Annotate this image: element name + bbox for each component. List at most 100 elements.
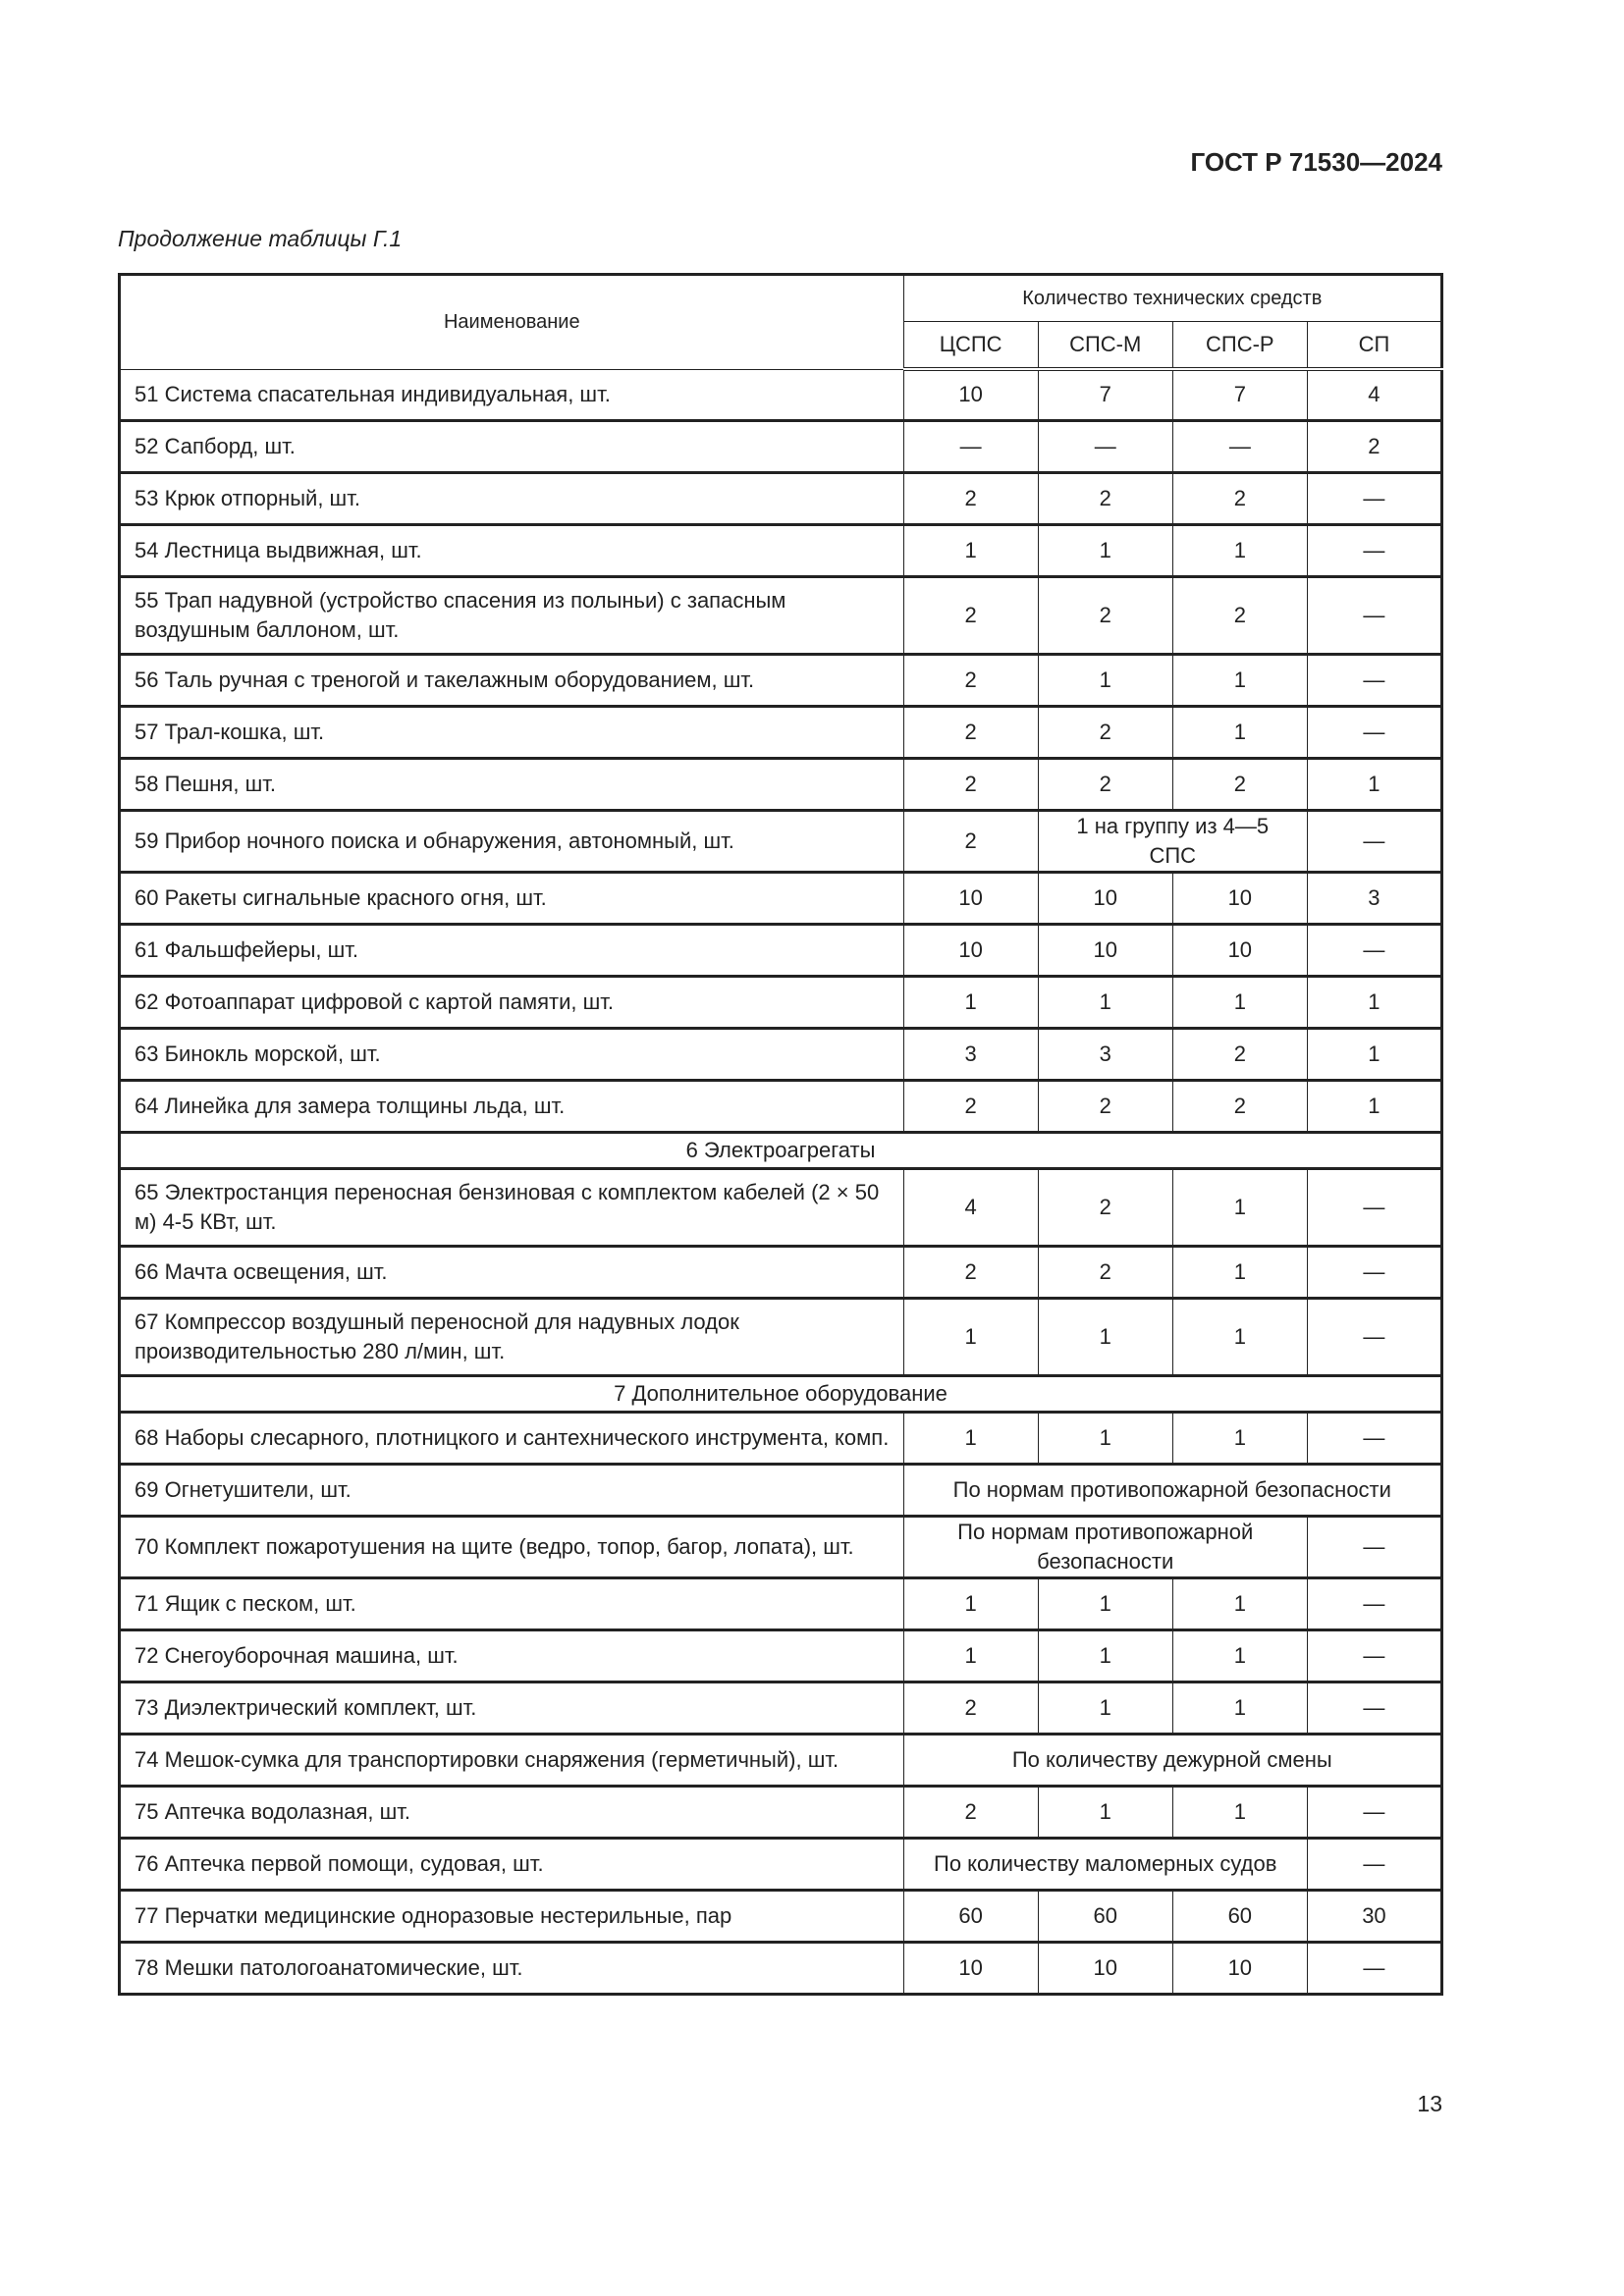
quantity-cell: 1 (1037, 1297, 1173, 1376)
item-name: 67 Компрессор воздушный переносной для н… (119, 1297, 904, 1376)
page-number: 13 (1417, 2091, 1442, 2116)
quantity-cell: — (1306, 1167, 1443, 1247)
quantity-cell: 1 (1171, 1576, 1308, 1630)
quantity-cell: 2 (1171, 1079, 1308, 1133)
table-row: 68 Наборы слесарного, плотницкого и сант… (119, 1411, 1443, 1465)
quantity-cell: 2 (902, 1079, 1039, 1133)
section-title: 6 Электроагрегаты (119, 1131, 1442, 1169)
quantity-cell: По количеству дежурной смены (902, 1733, 1443, 1787)
section-row: 7 Дополнительное оборудование (119, 1374, 1442, 1413)
table-row: 51 Система спасательная индивидуальная, … (119, 368, 1443, 421)
quantity-cell: — (1306, 705, 1443, 759)
quantity-cell: 2 (1171, 757, 1308, 811)
quantity-cell: 1 (1171, 1297, 1308, 1376)
quantity-cell: 1 (1171, 1629, 1308, 1682)
table-row: 58 Пешня, шт. 2 2 2 1 (119, 757, 1443, 811)
quantity-cell: 2 (902, 653, 1039, 707)
table-row: 63 Бинокль морской, шт. 3 3 2 1 (119, 1027, 1443, 1081)
quantity-cell: 1 (1037, 1411, 1173, 1465)
quantity-cell: 3 (1037, 1027, 1173, 1081)
quantity-cell: 1 (1306, 1079, 1443, 1133)
quantity-cell: 2 (1171, 575, 1308, 655)
quantity-cell: 1 (1037, 1681, 1173, 1735)
table-row: 60 Ракеты сигнальные красного огня, шт. 1… (119, 871, 1443, 925)
quantity-cell: 1 на группу из 4—5 СПС (1037, 809, 1308, 873)
quantity-cell: — (1306, 653, 1443, 707)
quantity-cell: 4 (1306, 368, 1443, 421)
quantity-cell: 1 (902, 1576, 1039, 1630)
header-quantity-group: Количество технических средств (902, 274, 1443, 322)
quantity-cell: 1 (1306, 975, 1443, 1029)
item-name: 64 Линейка для замера толщины льда, шт. (119, 1079, 904, 1133)
quantity-cell: 1 (902, 1297, 1039, 1376)
quantity-cell: 1 (1171, 1785, 1308, 1839)
quantity-cell: 2 (1306, 419, 1443, 473)
quantity-cell: — (1037, 419, 1173, 473)
quantity-cell: 10 (1037, 923, 1173, 977)
quantity-cell: 1 (1306, 1027, 1443, 1081)
quantity-cell: — (1306, 1411, 1443, 1465)
quantity-cell: 1 (1037, 1576, 1173, 1630)
quantity-cell: 1 (1171, 523, 1308, 577)
quantity-cell: 60 (1037, 1889, 1173, 1943)
quantity-cell: 2 (902, 471, 1039, 525)
table-row: 78 Мешки патологоанатомические, шт. 10 10 1… (119, 1941, 1443, 1995)
section-title: 7 Дополнительное оборудование (119, 1374, 1442, 1413)
item-name: 78 Мешки патологоанатомические, шт. (119, 1941, 904, 1995)
header-sps-m: СПС-М (1037, 321, 1173, 371)
quantity-cell: 1 (1037, 1785, 1173, 1839)
table-row: 66 Мачта освещения, шт. 2 2 1— (119, 1245, 1443, 1299)
item-name: 65 Электростанция переносная бензиновая … (119, 1167, 904, 1247)
quantity-cell: 10 (1171, 1941, 1308, 1995)
quantity-cell: 60 (1171, 1889, 1308, 1943)
quantity-cell: 10 (902, 1941, 1039, 1995)
section-row: 6 Электроагрегаты (119, 1131, 1442, 1169)
table-row: 74 Мешок-сумка для транспортировки снаря… (119, 1733, 1443, 1787)
table-row: 57 Трал-кошка, шт. 2 2 1— (119, 705, 1443, 759)
quantity-cell: — (1171, 419, 1308, 473)
item-name: 57 Трал-кошка, шт. (119, 705, 904, 759)
quantity-cell: 30 (1306, 1889, 1443, 1943)
item-name: 73 Диэлектрический комплект, шт. (119, 1681, 904, 1735)
item-name: 71 Ящик с песком, шт. (119, 1576, 904, 1630)
quantity-cell: 1 (1171, 705, 1308, 759)
item-name: 56 Таль ручная с треногой и такелажным о… (119, 653, 904, 707)
quantity-cell: 7 (1171, 368, 1308, 421)
item-name: 69 Огнетушители, шт. (119, 1463, 904, 1517)
quantity-cell: — (1306, 1785, 1443, 1839)
table-row: 73 Диэлектрический комплект, шт. 2 1 1— (119, 1681, 1443, 1735)
quantity-cell: 1 (902, 1411, 1039, 1465)
quantity-cell: 2 (1171, 1027, 1308, 1081)
quantity-cell: 2 (1037, 757, 1173, 811)
table-row: 72 Снегоуборочная машина, шт. 1 1 1— (119, 1629, 1443, 1682)
table-row: 53 Крюк отпорный, шт. 2 2 2— (119, 471, 1443, 525)
table-row: 67 Компрессор воздушный переносной для н… (119, 1297, 1443, 1376)
item-name: 62 Фотоаппарат цифровой с картой памяти,… (119, 975, 904, 1029)
quantity-cell: 4 (902, 1167, 1039, 1247)
table-row: 59 Прибор ночного поиска и обнаружения, … (119, 809, 1443, 873)
quantity-cell: 2 (902, 1681, 1039, 1735)
quantity-cell: — (1306, 575, 1443, 655)
quantity-cell: 2 (902, 1245, 1039, 1299)
quantity-cell: 2 (1037, 1167, 1173, 1247)
header-cspc: ЦСПС (902, 321, 1039, 371)
header-name: Наименование (119, 274, 904, 370)
quantity-cell: 1 (1171, 653, 1308, 707)
quantity-cell: 1 (1171, 1411, 1308, 1465)
item-name: 60 Ракеты сигнальные красного огня, шт. (119, 871, 904, 925)
quantity-cell: 2 (1037, 1079, 1173, 1133)
item-name: 75 Аптечка водолазная, шт. (119, 1785, 904, 1839)
quantity-cell: 1 (902, 523, 1039, 577)
quantity-cell: 1 (1037, 653, 1173, 707)
quantity-cell: 1 (1306, 757, 1443, 811)
quantity-cell: 1 (902, 1629, 1039, 1682)
quantity-cell: 2 (1171, 471, 1308, 525)
quantity-cell: 2 (1037, 575, 1173, 655)
header-sp: СП (1306, 321, 1443, 371)
quantity-cell: 1 (1171, 1681, 1308, 1735)
header-sps-r: СПС-Р (1171, 321, 1308, 371)
table-row: 75 Аптечка водолазная, шт. 2 1 1— (119, 1785, 1443, 1839)
item-name: 54 Лестница выдвижная, шт. (119, 523, 904, 577)
quantity-cell: — (1306, 1576, 1443, 1630)
quantity-cell: — (1306, 1245, 1443, 1299)
